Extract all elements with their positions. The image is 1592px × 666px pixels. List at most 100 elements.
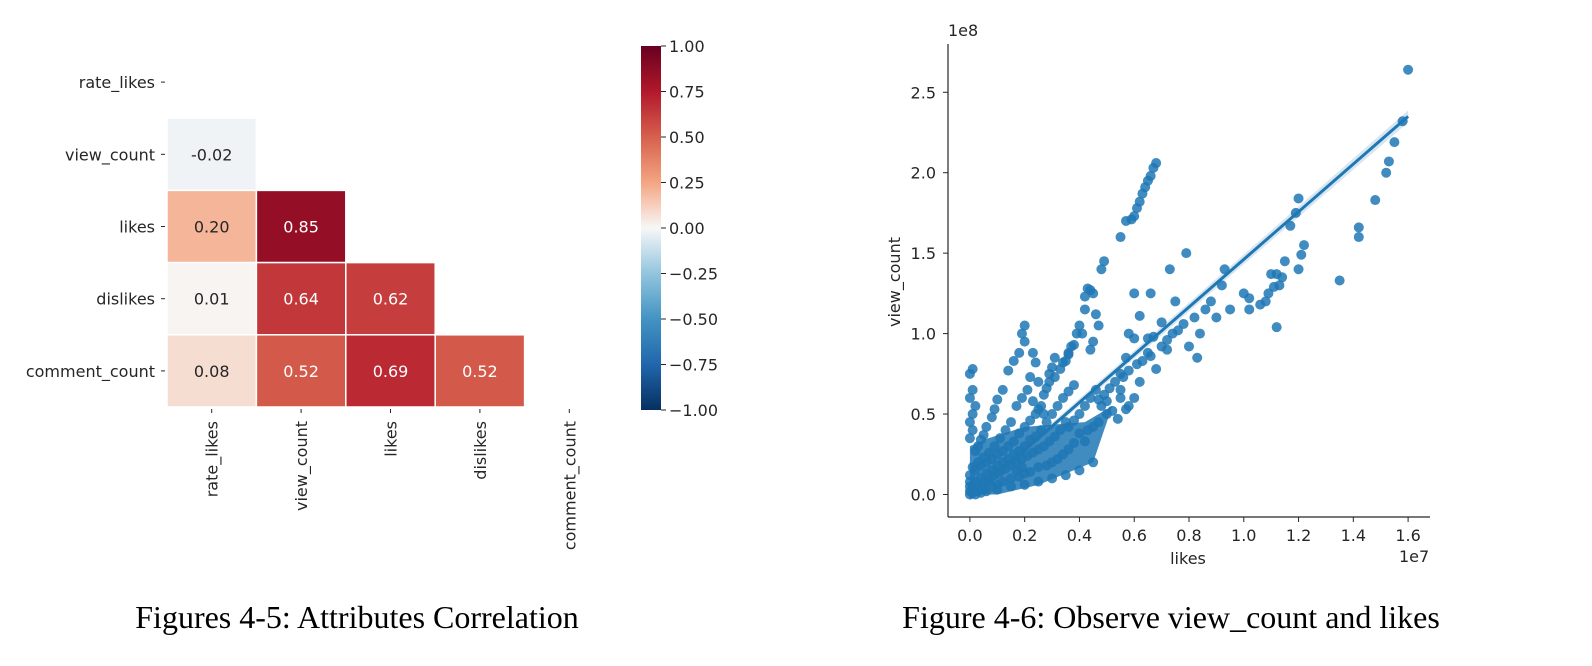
scatter-point bbox=[1271, 322, 1282, 333]
scatter-point bbox=[1088, 336, 1099, 347]
scatter-point bbox=[1093, 320, 1104, 331]
heatmap-cell-value: 0.01 bbox=[194, 290, 230, 309]
scatter-point bbox=[964, 368, 975, 379]
scatter-point bbox=[1115, 392, 1126, 403]
scatter-point bbox=[1016, 392, 1027, 403]
scatter-point bbox=[1112, 413, 1123, 424]
scatter-point bbox=[1200, 304, 1211, 315]
x-tick-label: 1.6 bbox=[1395, 526, 1420, 545]
x-tick-label: 1.4 bbox=[1341, 526, 1366, 545]
scatter-point bbox=[1082, 425, 1093, 436]
scatter-point bbox=[1005, 481, 1016, 492]
scatter-point bbox=[1131, 203, 1142, 214]
scatter-point bbox=[1129, 288, 1140, 299]
heatmap-cell-value: 0.52 bbox=[283, 362, 319, 381]
scatter-point bbox=[1068, 339, 1079, 350]
scatter-point bbox=[1036, 400, 1047, 411]
heatmap-cell-value: -0.02 bbox=[191, 145, 232, 164]
scatter-point bbox=[1353, 232, 1364, 243]
scatter-point bbox=[1033, 376, 1044, 387]
scatter-point bbox=[1093, 394, 1104, 405]
heatmap-cell-dislikes-likes bbox=[345, 261, 436, 336]
scatter-point bbox=[989, 404, 1000, 415]
scatter-point bbox=[1052, 400, 1063, 411]
scatter-point bbox=[1211, 312, 1222, 323]
scatter-point bbox=[1038, 409, 1049, 420]
scatter-point bbox=[964, 417, 975, 428]
scatter-point bbox=[1219, 264, 1230, 275]
scatter-point bbox=[1383, 156, 1394, 167]
scatter-point bbox=[1148, 162, 1159, 173]
colorbar-tick-label: −0.75 bbox=[669, 356, 718, 375]
caption-left: Figures 4-5: Attributes Correlation bbox=[135, 599, 579, 635]
colorbar-tick-label: 0.50 bbox=[669, 128, 705, 147]
heatmap-cell-comment_count-view_count bbox=[255, 334, 347, 408]
scatter-point bbox=[1170, 296, 1181, 307]
scatter-point bbox=[1370, 195, 1381, 206]
scatter-point bbox=[1121, 404, 1132, 415]
x-axis-label: likes bbox=[1170, 549, 1206, 568]
scatter-point bbox=[997, 384, 1008, 395]
scatter-point bbox=[995, 433, 1006, 444]
heatmap-cell-value: 0.64 bbox=[283, 290, 319, 309]
scatter-point bbox=[1381, 167, 1392, 178]
scatter-point bbox=[1074, 428, 1085, 439]
scatter-point bbox=[1055, 363, 1066, 374]
y-tick-label: 2.0 bbox=[911, 164, 936, 183]
row-label-likes: likes bbox=[119, 218, 155, 237]
correlation-heatmap: -0.02 0.20 0.85 0.01 0.64 0.62 0.08 0.52 0.69 0.5… bbox=[26, 73, 580, 550]
scatter-point bbox=[967, 425, 978, 436]
heatmap-cell-comment_count-rate_likes bbox=[166, 334, 258, 408]
scatter-point bbox=[1184, 341, 1194, 352]
scatter-point bbox=[1060, 355, 1071, 366]
scatter-point bbox=[1027, 347, 1038, 358]
row-label-comment_count: comment_count bbox=[26, 362, 155, 382]
column-label-comment_count: comment_count bbox=[560, 421, 580, 550]
column-label-rate_likes: rate_likes bbox=[203, 421, 223, 497]
y-tick-label: 0.0 bbox=[911, 485, 936, 504]
scatter-point bbox=[981, 421, 992, 432]
scatter-point bbox=[1096, 264, 1107, 275]
heatmap-cell-view_count-rate_likes bbox=[166, 117, 258, 192]
scatter-point bbox=[1011, 400, 1022, 411]
scatter-point bbox=[1019, 479, 1030, 490]
scatter-point bbox=[1121, 215, 1132, 226]
scatter-point bbox=[1014, 347, 1025, 358]
scatter-point bbox=[964, 392, 975, 403]
scatter-points bbox=[964, 64, 1414, 500]
scatter-point bbox=[1389, 137, 1400, 148]
colorbar-tick-label: 0.00 bbox=[669, 219, 705, 238]
x-tick-label: 0.4 bbox=[1067, 526, 1092, 545]
scatter-point bbox=[1334, 275, 1345, 286]
colorbar-gradient bbox=[641, 46, 661, 410]
scatter-point bbox=[1293, 193, 1304, 204]
scatter-point bbox=[1293, 264, 1304, 275]
scatter-point bbox=[1038, 389, 1049, 400]
scatter-point bbox=[1123, 328, 1134, 339]
x-offset-label: 1e7 bbox=[1399, 547, 1429, 566]
scatter-point bbox=[1164, 264, 1175, 275]
regression-line-path bbox=[968, 115, 1410, 499]
scatter-point bbox=[1041, 460, 1052, 471]
scatter-point bbox=[1063, 347, 1074, 358]
scatter-point bbox=[967, 409, 978, 420]
scatter-point bbox=[1008, 355, 1019, 366]
scatter-point bbox=[1403, 64, 1414, 75]
x-axis-ticks: 0.0 0.2 0.4 0.6 0.8 1.0 1.2 1.4 1.6 bbox=[957, 517, 1421, 545]
scatter-point bbox=[1030, 357, 1041, 368]
scatter-point bbox=[1016, 328, 1027, 339]
scatter-point bbox=[1145, 288, 1156, 299]
scatter-point bbox=[964, 481, 975, 492]
scatter-point bbox=[970, 400, 981, 411]
scatter-point bbox=[1027, 396, 1038, 407]
scatter-point bbox=[1134, 376, 1145, 387]
scatter-point bbox=[1085, 344, 1096, 355]
scatter-point bbox=[1181, 248, 1192, 259]
scatter-point bbox=[964, 433, 975, 444]
heatmap-colorbar: 1.00 0.75 0.50 0.25 0.00 −0.25 −0.50 −0.75 −1.00 bbox=[641, 37, 718, 420]
y-tick-label: 1.0 bbox=[911, 325, 936, 344]
scatter-point bbox=[1156, 317, 1167, 328]
scatter-point bbox=[1099, 256, 1110, 267]
